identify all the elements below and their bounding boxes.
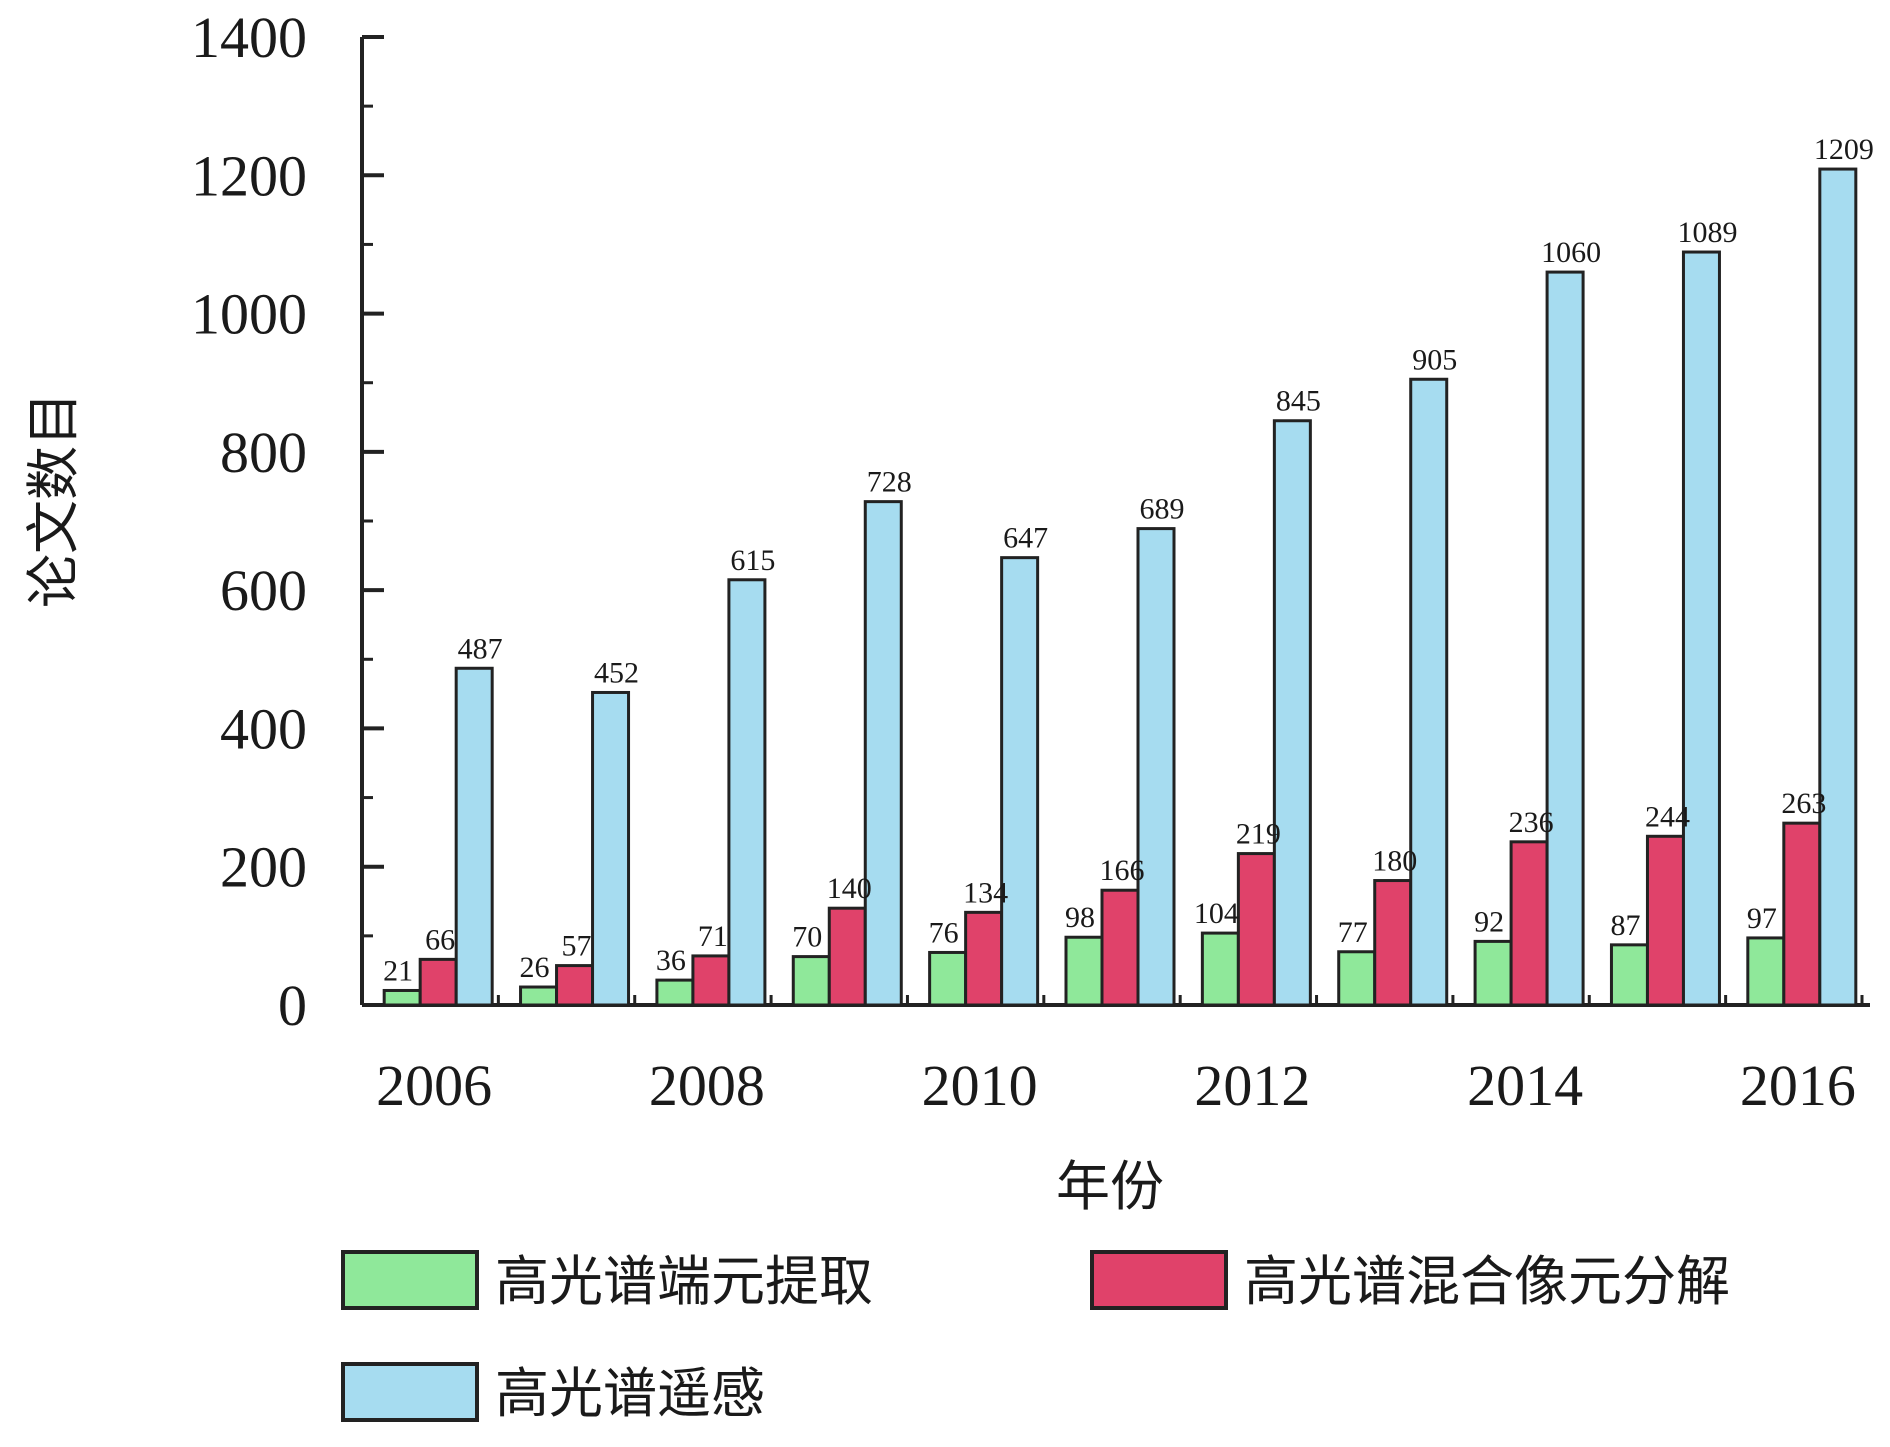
data-label: 244: [1645, 800, 1690, 833]
x-tick-label: 2010: [922, 1053, 1038, 1118]
data-label: 236: [1509, 806, 1554, 839]
bar-3-2011: [1136, 527, 1176, 1007]
data-label: 87: [1610, 909, 1640, 942]
data-label: 92: [1474, 905, 1504, 938]
y-tick-label: 600: [220, 558, 307, 623]
bar-2-2016: [1782, 821, 1822, 1007]
data-label: 689: [1140, 493, 1185, 526]
data-labels: 2166487265745236716157014072876134647981…: [383, 133, 1874, 987]
legend-label-2: 高光谱混合像元分解: [1244, 1250, 1730, 1313]
x-axis-title: 年份: [1056, 1155, 1164, 1218]
bar-1-2008: [655, 978, 695, 1007]
bar-2-2015: [1645, 834, 1685, 1007]
data-label: 98: [1065, 901, 1095, 934]
data-label: 487: [458, 632, 503, 665]
y-tick-label: 1400: [191, 5, 307, 70]
bar-2-2006: [418, 957, 458, 1007]
axes: 0 200 400 600 800 1000 1200 1400 2006 2008 2010 201…: [191, 5, 1870, 1118]
bar-3-2012: [1272, 419, 1312, 1007]
bar-3-2014: [1545, 270, 1585, 1007]
x-tick-label: 2014: [1467, 1053, 1583, 1118]
bar-2-2007: [555, 964, 595, 1007]
y-axis-title: 论文数目: [22, 392, 85, 608]
y-tick-label: 200: [220, 835, 307, 900]
data-label: 615: [730, 544, 775, 577]
bar-2-2008: [691, 954, 731, 1007]
legend-label-1: 高光谱端元提取: [495, 1250, 873, 1313]
bar-1-2007: [519, 985, 559, 1007]
bar-2-2011: [1100, 888, 1140, 1007]
data-label: 21: [383, 954, 413, 987]
y-tick-label: 800: [220, 420, 307, 485]
data-label: 845: [1276, 385, 1321, 418]
x-tick-label: 2008: [649, 1053, 765, 1118]
data-label: 647: [1003, 522, 1048, 555]
bar-3-2009: [863, 500, 903, 1007]
data-label: 728: [867, 466, 912, 499]
data-label: 1089: [1677, 216, 1737, 249]
bar-1-2016: [1746, 936, 1786, 1007]
bar-3-2008: [727, 578, 767, 1007]
data-label: 26: [520, 951, 550, 984]
legend-swatch-2: [1090, 1250, 1228, 1310]
bar-2-2009: [827, 906, 867, 1007]
x-tick-label: 2016: [1740, 1053, 1856, 1118]
bar-1-2010: [928, 950, 968, 1007]
data-label: 1060: [1541, 236, 1601, 269]
data-label: 134: [963, 876, 1008, 909]
bar-3-2013: [1409, 377, 1449, 1007]
y-tick-label: 0: [278, 973, 307, 1038]
data-label: 71: [698, 920, 728, 953]
data-label: 219: [1236, 818, 1281, 851]
y-tick-label: 1200: [191, 143, 307, 208]
data-label: 180: [1372, 845, 1417, 878]
bar-1-2013: [1337, 950, 1377, 1007]
bars: [382, 167, 1858, 1007]
x-tick-label: 2006: [376, 1053, 492, 1118]
bar-1-2011: [1064, 935, 1104, 1007]
bar-2-2013: [1373, 879, 1413, 1007]
data-label: 1209: [1814, 133, 1874, 166]
data-label: 452: [594, 656, 639, 689]
bar-1-2009: [791, 955, 831, 1007]
data-label: 66: [425, 923, 455, 956]
data-label: 36: [656, 944, 686, 977]
data-label: 77: [1338, 916, 1368, 949]
bar-3-2007: [591, 690, 631, 1007]
bar-1-2006: [382, 988, 422, 1007]
bar-3-2010: [1000, 556, 1040, 1007]
data-label: 140: [827, 872, 872, 905]
bar-1-2015: [1609, 943, 1649, 1007]
data-label: 905: [1412, 343, 1457, 376]
data-label: 97: [1747, 902, 1777, 935]
y-tick-label: 400: [220, 696, 307, 761]
data-label: 166: [1100, 854, 1145, 887]
y-tick-label: 1000: [191, 282, 307, 347]
bar-1-2014: [1473, 939, 1513, 1007]
bar-2-2014: [1509, 840, 1549, 1007]
legend-swatch-3: [341, 1362, 479, 1422]
bar-1-2012: [1200, 931, 1240, 1007]
legend-label-3: 高光谱遥感: [495, 1362, 765, 1425]
legend-swatch-1: [341, 1250, 479, 1310]
data-label: 263: [1781, 787, 1826, 820]
bar-3-2015: [1681, 250, 1721, 1007]
bar-3-2006: [454, 666, 494, 1007]
data-label: 57: [562, 930, 592, 963]
data-label: 104: [1194, 897, 1239, 930]
bar-2-2012: [1236, 852, 1276, 1007]
data-label: 70: [792, 921, 822, 954]
bar-3-2016: [1818, 167, 1858, 1007]
data-label: 76: [929, 916, 959, 949]
x-tick-label: 2012: [1194, 1053, 1310, 1118]
bar-2-2010: [964, 910, 1004, 1007]
